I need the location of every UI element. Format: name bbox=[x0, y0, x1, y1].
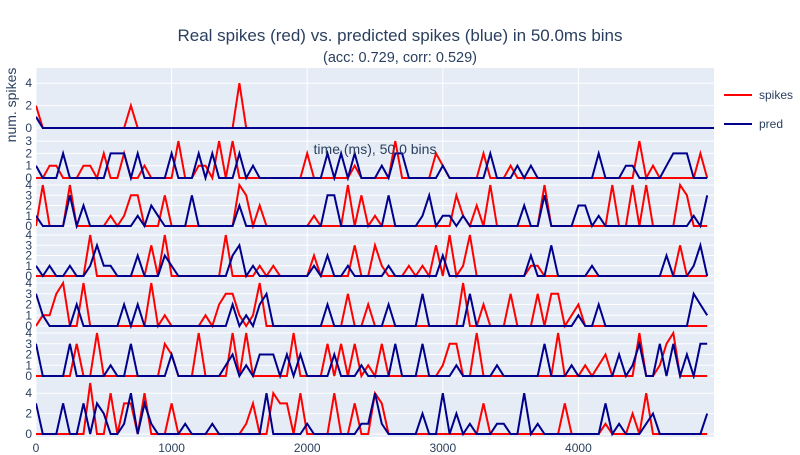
series-pred-line bbox=[36, 392, 709, 437]
y-tick-label: 1 bbox=[25, 259, 32, 273]
legend[interactable]: spikes pred bbox=[724, 88, 793, 131]
y-tick-label: 1 bbox=[25, 209, 32, 223]
y-tick-label: 2 bbox=[25, 407, 32, 421]
y-tick-label: 4 bbox=[25, 76, 32, 90]
y-tick-label: 4 bbox=[25, 178, 32, 192]
y-tick-label: 0 bbox=[25, 319, 32, 333]
y-tick-label: 2 bbox=[25, 99, 32, 113]
y-tick-label: 4 bbox=[25, 386, 32, 400]
x-axis-label: time (ms), 50.0 bins bbox=[314, 141, 437, 157]
y-tick-label: 4 bbox=[25, 326, 32, 340]
y-tick-label: 3 bbox=[25, 238, 32, 252]
y-tick-label: 0 bbox=[25, 427, 32, 441]
y-tick-label: 4 bbox=[25, 276, 32, 290]
series-pred-line bbox=[36, 291, 709, 329]
y-tick-label: 3 bbox=[25, 287, 32, 301]
series-pred-line bbox=[36, 191, 709, 229]
y-tick-label: 4 bbox=[25, 228, 32, 242]
y-tick-label: 3 bbox=[25, 134, 32, 148]
series-pred-line bbox=[36, 149, 708, 181]
y-tick-label: 0 bbox=[25, 171, 32, 185]
panel-7: 0 2 4 bbox=[25, 379, 714, 441]
series-pred-line bbox=[36, 339, 708, 379]
panel-1-background bbox=[36, 68, 714, 131]
legend-pred-label: pred bbox=[759, 117, 783, 131]
chart-subtitle: (acc: 0.729, corr: 0.529) bbox=[323, 50, 477, 66]
x-tick-label: 0 bbox=[33, 441, 40, 455]
y-axis-label: num. spikes bbox=[3, 68, 19, 143]
y-tick-label: 2 bbox=[25, 199, 32, 213]
y-tick-label: 2 bbox=[25, 249, 32, 263]
x-tick-label: 1000 bbox=[158, 441, 185, 455]
y-tick-label: 0 bbox=[25, 219, 32, 233]
y-tick-label: 1 bbox=[25, 159, 32, 173]
x-tick-label: 4000 bbox=[565, 441, 592, 455]
y-tick-label: 0 bbox=[25, 269, 32, 283]
chart-title: Real spikes (red) vs. predicted spikes (… bbox=[177, 26, 622, 45]
x-tick-label: 3000 bbox=[429, 441, 456, 455]
series-pred-line bbox=[36, 116, 714, 129]
series-spikes-line bbox=[36, 234, 708, 279]
y-tick-label: 3 bbox=[25, 337, 32, 351]
y-tick-label: 2 bbox=[25, 298, 32, 312]
y-tick-label: 1 bbox=[25, 308, 32, 322]
series-pred-line bbox=[36, 241, 709, 279]
y-tick-label: 3 bbox=[25, 188, 32, 202]
y-tick-label: 1 bbox=[25, 358, 32, 372]
y-tick-label: 0 bbox=[25, 121, 32, 135]
y-tick-label: 0 bbox=[25, 369, 32, 383]
legend-spikes-label: spikes bbox=[759, 88, 793, 102]
series-spikes-line bbox=[36, 280, 708, 329]
panel-1: 0 2 4 bbox=[25, 68, 714, 135]
x-tick-labels: 0 1000 2000 3000 4000 bbox=[33, 441, 592, 455]
x-tick-label: 2000 bbox=[294, 441, 321, 455]
series-spikes-line bbox=[36, 182, 708, 229]
y-tick-label: 2 bbox=[25, 146, 32, 160]
y-tick-label: 2 bbox=[25, 348, 32, 362]
